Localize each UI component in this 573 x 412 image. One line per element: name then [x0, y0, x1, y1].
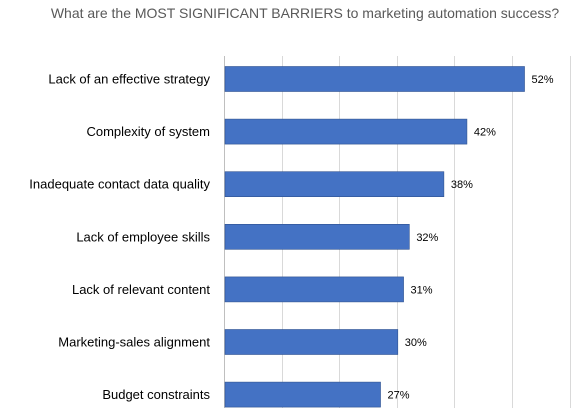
category-label: Inadequate contact data quality	[29, 177, 210, 192]
bar	[224, 171, 445, 197]
bar	[224, 224, 410, 250]
bar-layer	[224, 66, 525, 408]
category-label: Complexity of system	[86, 124, 210, 139]
label-layer: Lack of an effective strategy 52% Complexi…	[29, 72, 553, 403]
bar	[224, 118, 468, 145]
bar	[224, 381, 381, 408]
value-label: 27%	[388, 390, 410, 402]
chart-title: What are the MOST SIGNIFICANT BARRIERS t…	[50, 5, 560, 21]
category-label: Lack of an effective strategy	[48, 72, 210, 87]
value-label: 52%	[532, 74, 554, 86]
category-label: Lack of employee skills	[76, 229, 210, 244]
bar	[224, 329, 399, 355]
value-label: 38%	[451, 179, 473, 191]
category-label: Budget constraints	[102, 387, 210, 402]
value-label: 31%	[411, 284, 433, 296]
bar	[224, 276, 404, 303]
category-label: Marketing-sales alignment	[58, 335, 210, 350]
value-label: 32%	[416, 232, 438, 244]
bar	[224, 66, 525, 92]
value-label: 30%	[405, 337, 427, 349]
value-label: 42%	[474, 127, 496, 139]
category-label: Lack of relevant content	[72, 282, 210, 297]
